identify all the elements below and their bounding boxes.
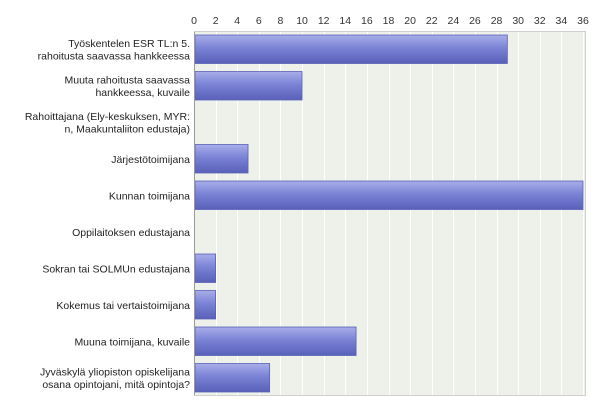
- bars: [194, 34, 584, 393]
- category-label: Muuna toimijana, kuvaile: [74, 336, 190, 348]
- x-tick-label: 18: [383, 15, 395, 27]
- x-tick-label: 20: [404, 15, 416, 27]
- category-label: Rahoittajana (Ely-keskuksen, MYR:: [25, 111, 190, 123]
- x-tick-label: 14: [339, 15, 351, 27]
- bar: [194, 71, 303, 101]
- x-tick-label: 10: [296, 15, 308, 27]
- bar: [194, 363, 271, 393]
- category-label: Jyväskylä yliopiston opiskelijana: [40, 367, 190, 379]
- bar: [194, 253, 217, 283]
- x-tick-label: 22: [426, 15, 438, 27]
- bar: [194, 326, 357, 356]
- bar: [194, 290, 217, 320]
- x-tick-labels: 0 2 4 6 8 10 12 14 16 18 20 22 24 26 28 30 32 34 36: [191, 15, 589, 27]
- x-tick-label: 28: [491, 15, 503, 27]
- x-tick-label: 26: [469, 15, 481, 27]
- category-label: Kunnan toimijana: [109, 190, 190, 202]
- category-label: rahoitusta saavassa hankkeessa: [38, 51, 191, 63]
- bar: [194, 144, 249, 174]
- category-labels: Työskentelen ESR TL:n 5.rahoitusta saava…: [25, 38, 190, 391]
- bar: [194, 180, 584, 210]
- category-label: hankkeessa, kuvaile: [95, 87, 190, 99]
- x-tick-label: 24: [447, 15, 459, 27]
- x-tick-label: 6: [256, 15, 262, 27]
- x-tick-label: 2: [213, 15, 219, 27]
- bar: [194, 34, 508, 64]
- category-label: Kokemus tai vertaistoimijana: [56, 300, 190, 312]
- category-label: n, Maakuntaliiton edustaja): [65, 124, 191, 136]
- category-label: Muuta rahoitusta saavassa: [65, 75, 191, 87]
- category-label: osana opintojani, mitä opintoja?: [42, 379, 190, 391]
- category-label: Oppilaitoksen edustajana: [72, 227, 190, 239]
- x-tick-label: 32: [534, 15, 546, 27]
- x-tick-label: 16: [361, 15, 373, 27]
- category-label: Järjestötoimijana: [111, 154, 190, 166]
- category-label: Työskentelen ESR TL:n 5.: [68, 38, 190, 50]
- x-tick-label: 34: [556, 15, 568, 27]
- x-tick-label: 12: [318, 15, 330, 27]
- x-tick-label: 0: [191, 15, 197, 27]
- x-tick-label: 4: [234, 15, 240, 27]
- x-tick-label: 8: [278, 15, 284, 27]
- x-tick-label: 36: [577, 15, 589, 27]
- x-tick-label: 30: [512, 15, 524, 27]
- category-label: Sokran tai SOLMUn edustajana: [42, 263, 190, 275]
- axes: [194, 31, 586, 396]
